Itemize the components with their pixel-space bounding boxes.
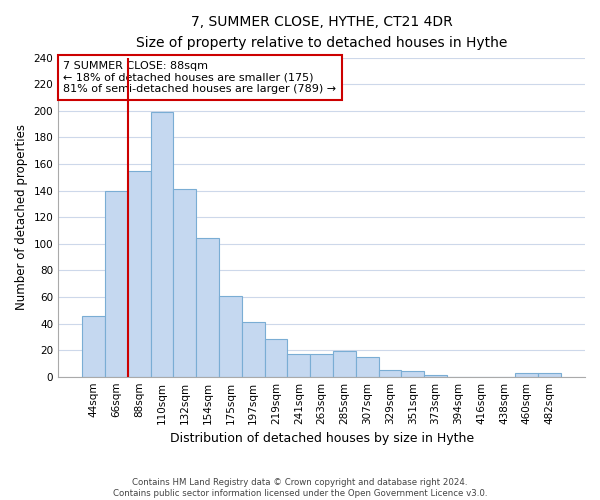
Bar [310, 354, 333, 376]
Bar [242, 322, 265, 376]
Bar [538, 372, 561, 376]
Bar [105, 190, 128, 376]
Bar [128, 170, 151, 376]
Text: Contains HM Land Registry data © Crown copyright and database right 2024.
Contai: Contains HM Land Registry data © Crown c… [113, 478, 487, 498]
Bar [82, 316, 105, 376]
Title: 7, SUMMER CLOSE, HYTHE, CT21 4DR
Size of property relative to detached houses in: 7, SUMMER CLOSE, HYTHE, CT21 4DR Size of… [136, 15, 507, 50]
Bar [379, 370, 401, 376]
Bar [196, 238, 219, 376]
Bar [287, 354, 310, 376]
Bar [333, 352, 356, 376]
Y-axis label: Number of detached properties: Number of detached properties [15, 124, 28, 310]
X-axis label: Distribution of detached houses by size in Hythe: Distribution of detached houses by size … [170, 432, 473, 445]
Bar [219, 296, 242, 376]
Bar [401, 372, 424, 376]
Bar [356, 356, 379, 376]
Bar [265, 340, 287, 376]
Bar [173, 190, 196, 376]
Bar [515, 372, 538, 376]
Bar [151, 112, 173, 376]
Text: 7 SUMMER CLOSE: 88sqm
← 18% of detached houses are smaller (175)
81% of semi-det: 7 SUMMER CLOSE: 88sqm ← 18% of detached … [64, 61, 337, 94]
